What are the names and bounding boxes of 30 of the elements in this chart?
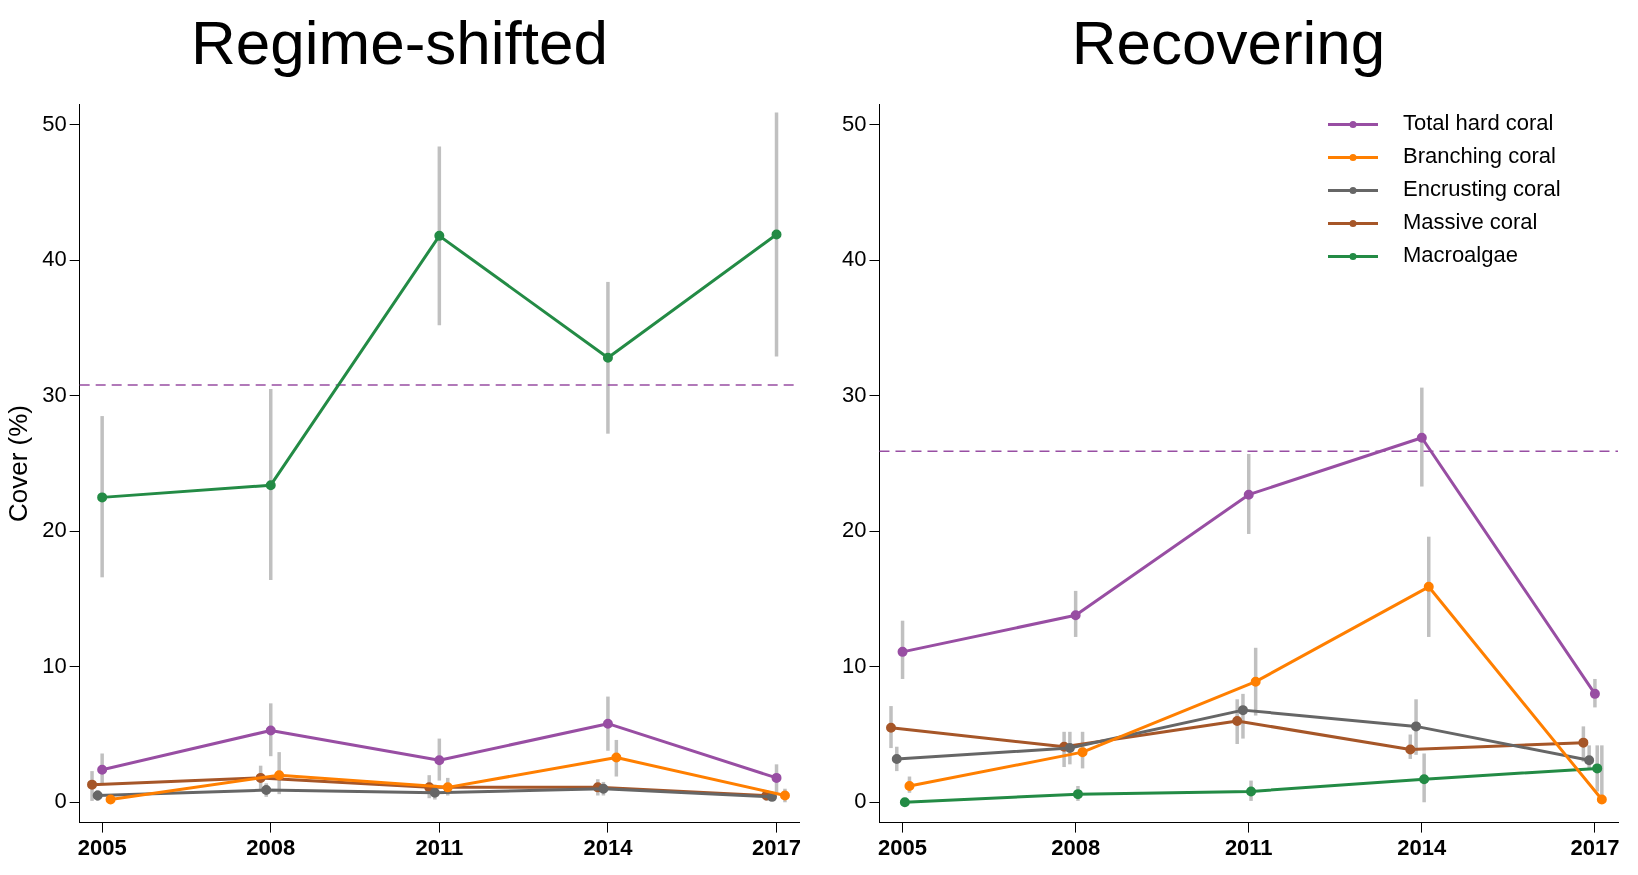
x-tick-label: 2005 (77, 834, 127, 860)
y-tick-label: 50 (42, 110, 67, 136)
x-tick-label: 2005 (878, 834, 928, 860)
x-tick-label: 2011 (1224, 834, 1273, 860)
chart-title: Regime-shifted (191, 8, 608, 78)
y-tick-label: 50 (841, 110, 867, 136)
x-tick-label: 2014 (583, 834, 634, 860)
x-tick-label: 2008 (1051, 834, 1101, 860)
x-tick-label: 2011 (415, 834, 464, 860)
legend-label: Macroalgae (1403, 242, 1518, 268)
chart-title: Recovering (1071, 8, 1386, 78)
legend-label: Massive coral (1403, 209, 1538, 235)
legend-label: Branching coral (1403, 143, 1556, 169)
y-tick-label: 10 (42, 652, 67, 678)
y-tick-label: 30 (841, 381, 867, 407)
y-tick-label: 40 (841, 246, 867, 272)
y-tick-label: 30 (42, 381, 67, 407)
y-tick-label: 0 (854, 788, 867, 814)
legend-label: Encrusting coral (1403, 176, 1561, 202)
x-tick-label: 2017 (752, 834, 801, 860)
x-tick-label: 2008 (246, 834, 296, 860)
y-tick-label: 10 (841, 652, 867, 678)
legend-label: Total hard coral (1403, 110, 1554, 136)
y-tick-label: 0 (54, 788, 67, 814)
x-tick-label: 2014 (1397, 834, 1448, 860)
y-tick-label: 20 (42, 517, 67, 543)
y-tick-label: 40 (42, 246, 67, 272)
y-tick-label: 20 (841, 517, 867, 543)
x-tick-label: 2017 (1570, 834, 1620, 860)
y-axis-title: Cover (%) (2, 404, 33, 523)
